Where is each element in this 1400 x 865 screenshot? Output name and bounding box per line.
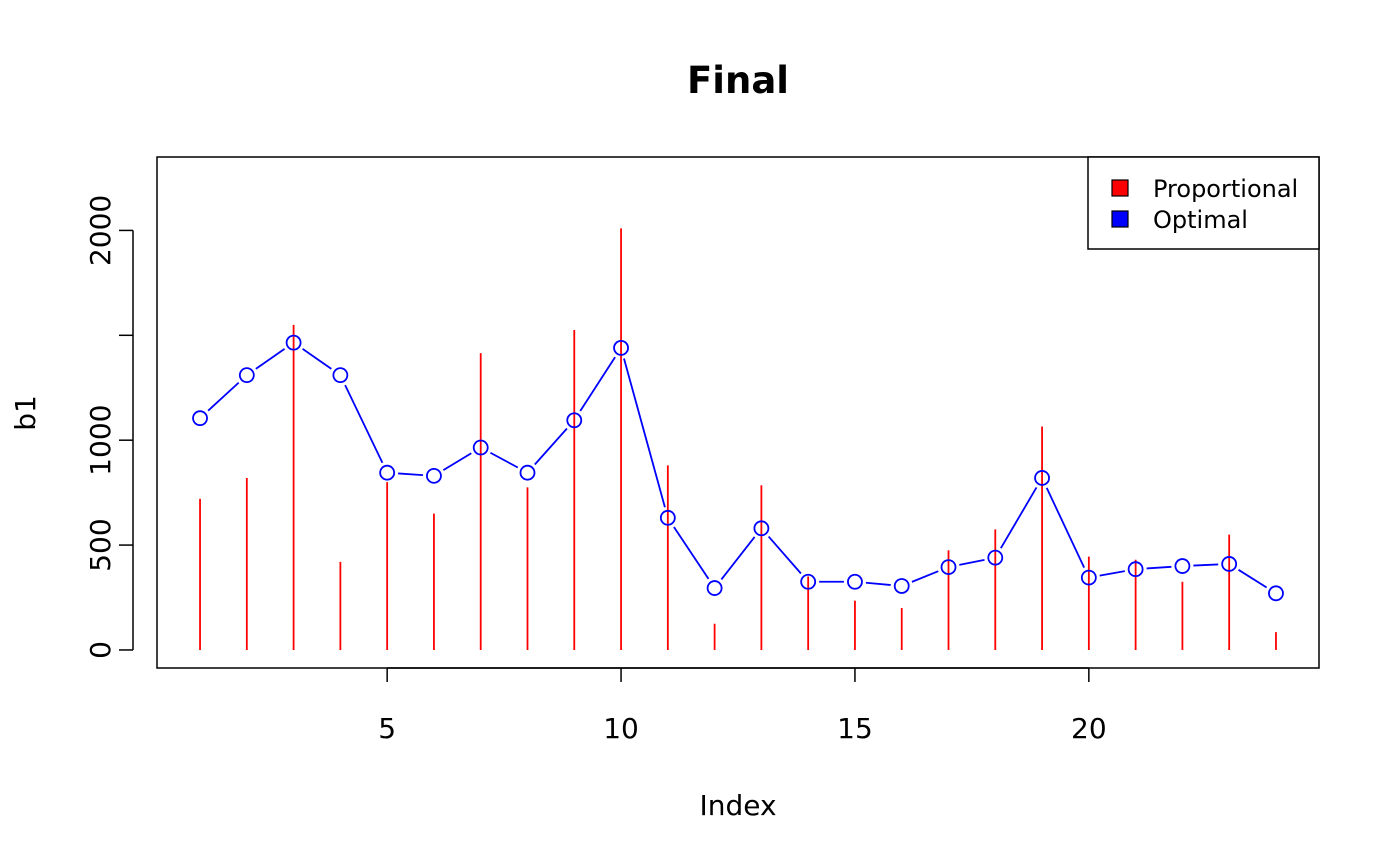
optimal-segment-7 <box>489 451 519 469</box>
optimal-point-7 <box>472 439 489 456</box>
optimal-segment-11 <box>673 526 710 580</box>
optimal-segment-2 <box>255 348 286 370</box>
plot-layer: 5 10 15 20 0 500 1000 2000 <box>84 156 1320 745</box>
legend-label-proportional: Proportional <box>1153 175 1298 203</box>
optimal-point-24 <box>1268 585 1284 602</box>
optimal-point-13 <box>753 520 770 537</box>
optimal-segment-9 <box>579 356 616 412</box>
optimal-segment-1 <box>207 381 240 412</box>
y-axis-label: b1 <box>9 395 42 431</box>
optimal-segment-18 <box>1000 486 1038 549</box>
optimal-point-11 <box>659 509 676 526</box>
optimal-segment-22 <box>1193 563 1219 567</box>
legend-label-optimal: Optimal <box>1153 206 1248 234</box>
optimal-segment-4 <box>344 384 384 464</box>
x-axis-label: Index <box>699 789 776 822</box>
optimal-segment-8 <box>534 427 568 466</box>
optimal-point-16 <box>893 578 910 594</box>
optimal-point-21 <box>1127 561 1144 578</box>
optimal-point-14 <box>800 573 817 590</box>
optimal-point-17 <box>940 559 957 576</box>
optimal-segment-16 <box>911 570 939 583</box>
optimal-point-20 <box>1080 569 1097 586</box>
optimal-segment-13 <box>767 535 802 575</box>
optimal-segment-12 <box>720 536 756 580</box>
optimal-point-3 <box>285 334 302 351</box>
optimal-segment-17 <box>959 558 985 566</box>
optimal-point-15 <box>847 573 863 590</box>
optimal-point-4 <box>332 367 349 384</box>
optimal-point-10 <box>613 339 629 356</box>
optimal-segment-5 <box>398 472 424 477</box>
legend-swatch-proportional <box>1111 179 1129 197</box>
optimal-segment-3 <box>302 348 332 370</box>
x-tick-label-3: 20 <box>1071 712 1107 745</box>
y-tick-label-3: 2000 <box>84 195 117 266</box>
optimal-point-18 <box>987 549 1004 566</box>
optimal-point-12 <box>706 580 723 596</box>
optimal-segment-21 <box>1146 565 1172 570</box>
x-tick-label-2: 15 <box>837 712 873 745</box>
optimal-point-8 <box>519 464 536 481</box>
optimal-point-2 <box>238 367 255 384</box>
y-tick-label-2: 1000 <box>84 405 117 476</box>
x-tick-label-0: 5 <box>378 712 396 745</box>
optimal-point-9 <box>566 412 583 429</box>
optimal-point-23 <box>1221 556 1238 572</box>
legend-box <box>1087 156 1320 250</box>
optimal-segment-10 <box>623 358 666 508</box>
optimal-segment-20 <box>1099 570 1125 577</box>
y-tick-label-1: 500 <box>84 518 117 571</box>
legend-swatch-optimal <box>1111 210 1129 228</box>
optimal-segment-23 <box>1238 569 1268 589</box>
optimal-point-22 <box>1174 558 1191 574</box>
chart-title: Final <box>687 59 789 102</box>
optimal-segment-19 <box>1045 487 1085 569</box>
optimal-point-1 <box>192 410 208 427</box>
legend: Proportional Optimal <box>1087 156 1320 250</box>
y-tick-label-0: 0 <box>84 641 117 659</box>
x-tick-label-1: 10 <box>603 712 639 745</box>
optimal-segment-15 <box>865 581 891 586</box>
optimal-point-5 <box>379 464 396 481</box>
optimal-segment-6 <box>442 452 472 471</box>
optimal-point-6 <box>426 467 442 484</box>
optimal-point-19 <box>1034 470 1050 486</box>
